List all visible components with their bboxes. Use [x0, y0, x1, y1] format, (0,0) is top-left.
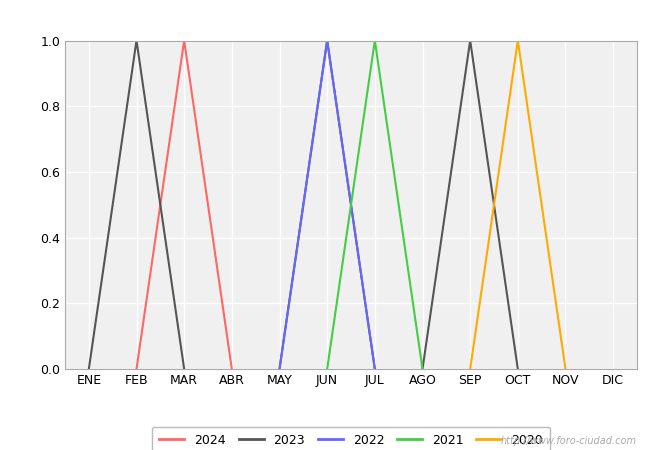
- 2022: [323, 38, 331, 43]
- 2024: [180, 38, 188, 43]
- Line: 2024: 2024: [136, 40, 232, 369]
- 2022: [276, 366, 283, 372]
- 2023: [85, 366, 93, 372]
- Text: Matriculaciones de Vehiculos en Beires: Matriculaciones de Vehiculos en Beires: [150, 9, 500, 27]
- 2022: [371, 366, 379, 372]
- 2020: [514, 38, 522, 43]
- Line: 2021: 2021: [327, 40, 422, 369]
- 2021: [323, 366, 331, 372]
- 2023: [133, 38, 140, 43]
- 2020: [562, 366, 569, 372]
- Line: 2020: 2020: [470, 40, 566, 369]
- 2021: [419, 366, 426, 372]
- Text: http://www.foro-ciudad.com: http://www.foro-ciudad.com: [501, 436, 637, 446]
- Line: 2022: 2022: [280, 40, 375, 369]
- Legend: 2024, 2023, 2022, 2021, 2020: 2024, 2023, 2022, 2021, 2020: [152, 427, 550, 450]
- 2023: [180, 366, 188, 372]
- 2020: [466, 366, 474, 372]
- 2024: [133, 366, 140, 372]
- Line: 2023: 2023: [89, 40, 184, 369]
- 2021: [371, 38, 379, 43]
- 2024: [228, 366, 236, 372]
